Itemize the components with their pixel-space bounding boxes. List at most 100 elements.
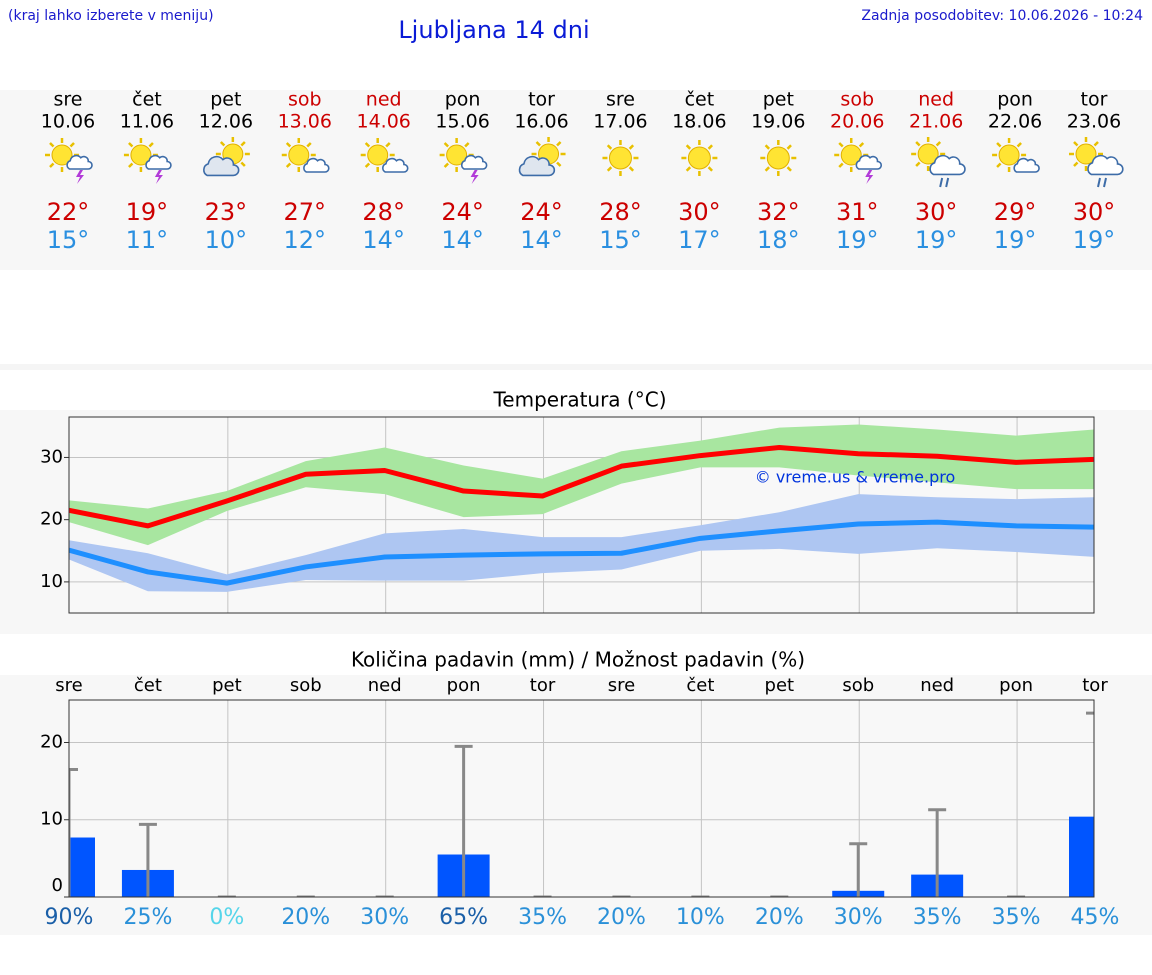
max-temp: 19°: [126, 198, 169, 226]
sun-ray: [240, 161, 246, 167]
weather-icon: [681, 140, 718, 176]
sun-ray: [838, 142, 844, 148]
hint: (kraj lahko izberete v meniju): [8, 8, 214, 24]
sun-ray: [364, 162, 371, 168]
probability-label: 35%: [518, 905, 567, 930]
probability-label: 20%: [281, 905, 330, 930]
max-temp: 24°: [441, 198, 484, 226]
day-name: čet: [685, 89, 715, 111]
cloud: [66, 154, 93, 170]
min-temp: 14°: [441, 226, 484, 254]
weather-icon: [360, 138, 409, 173]
sun-ray: [915, 161, 921, 167]
probability-label: 45%: [1071, 905, 1120, 930]
cloud: [303, 157, 330, 173]
probability-label: 25%: [123, 905, 172, 930]
x-tick-label: sob: [842, 675, 874, 696]
sun: [130, 144, 152, 166]
y-tick-label: 10: [40, 809, 63, 830]
max-temp: 32°: [757, 198, 800, 226]
date: 14.06: [356, 111, 410, 133]
max-temp: 30°: [915, 198, 958, 226]
temp-line: [69, 519, 1094, 586]
plot: [69, 424, 1094, 592]
sun-ray: [996, 162, 1002, 168]
sun-ray: [148, 142, 154, 148]
probability-label: 10%: [676, 905, 725, 930]
plot-border: [68, 416, 1095, 614]
min-temp: 11°: [126, 226, 169, 254]
sun: [1075, 143, 1097, 165]
date: 18.06: [672, 111, 726, 133]
sun: [840, 144, 862, 166]
sun-ray: [628, 144, 635, 150]
x-tick-label: pet: [765, 675, 795, 696]
page-title: Ljubljana 14 dni: [398, 16, 589, 44]
sun: [288, 144, 310, 166]
sun-ray: [915, 141, 921, 147]
lightning: [76, 170, 84, 184]
sun-ray: [764, 144, 770, 150]
sun-ray: [628, 166, 635, 172]
min-temp: 19°: [915, 226, 958, 254]
max-temp: 22°: [47, 198, 90, 226]
x-tick-label: čet: [134, 675, 162, 696]
max-temp: 28°: [599, 198, 642, 226]
sun-ray: [306, 142, 312, 148]
day-name: čet: [132, 89, 162, 111]
probability-label: 35%: [913, 905, 962, 930]
max-temp: 23°: [205, 198, 248, 226]
date: 17.06: [593, 111, 647, 133]
rain: [1103, 177, 1107, 188]
sun-ray: [240, 141, 246, 147]
sun: [998, 144, 1020, 166]
day-name: sre: [54, 89, 83, 111]
day-name: sob: [288, 89, 322, 111]
min-temp: 18°: [757, 226, 800, 254]
rain: [1097, 177, 1101, 188]
sun-ray: [685, 166, 692, 172]
x-tick-label: sre: [608, 675, 635, 696]
x-tick-label: pon: [447, 675, 481, 696]
sun-ray: [49, 142, 55, 148]
sun-ray: [1073, 161, 1079, 167]
probability-label: 30%: [360, 905, 409, 930]
x-tick-label: pon: [999, 675, 1033, 696]
y-tick-label: 20: [40, 731, 63, 752]
max-temp: 28°: [362, 198, 405, 226]
max-temp: 27°: [283, 198, 326, 226]
date: 16.06: [514, 111, 568, 133]
min-temp: 10°: [205, 226, 248, 254]
sun-ray: [128, 142, 134, 148]
max-temp: 31°: [836, 198, 879, 226]
date: 22.06: [988, 111, 1042, 133]
day-name: pet: [763, 89, 794, 111]
date: 15.06: [435, 111, 489, 133]
cloud: [518, 155, 556, 177]
sun-ray: [285, 142, 292, 148]
x-tick-label: čet: [686, 675, 714, 696]
day-name: sre: [606, 89, 635, 111]
y-tick-label: 20: [40, 509, 63, 530]
sun-ray: [858, 142, 865, 148]
weather-icon: [602, 140, 639, 176]
sun-ray: [786, 166, 792, 172]
min-temp: 17°: [678, 226, 721, 254]
cloud: [145, 154, 172, 170]
date: 20.06: [830, 111, 884, 133]
sun-ray: [443, 162, 450, 168]
cloud: [855, 154, 883, 170]
day-name: pon: [997, 89, 1033, 111]
lightning: [865, 170, 874, 184]
max-temp: 30°: [678, 198, 721, 226]
sun: [687, 146, 711, 170]
max-temp: 29°: [994, 198, 1037, 226]
sun-ray: [935, 141, 942, 147]
plot: [69, 711, 1094, 897]
x-tick-label: ned: [920, 675, 954, 696]
min-temp: 19°: [1073, 226, 1116, 254]
day-name: sob: [840, 89, 874, 111]
sun: [766, 146, 790, 170]
sun: [608, 146, 632, 170]
range-band: [69, 494, 1094, 592]
